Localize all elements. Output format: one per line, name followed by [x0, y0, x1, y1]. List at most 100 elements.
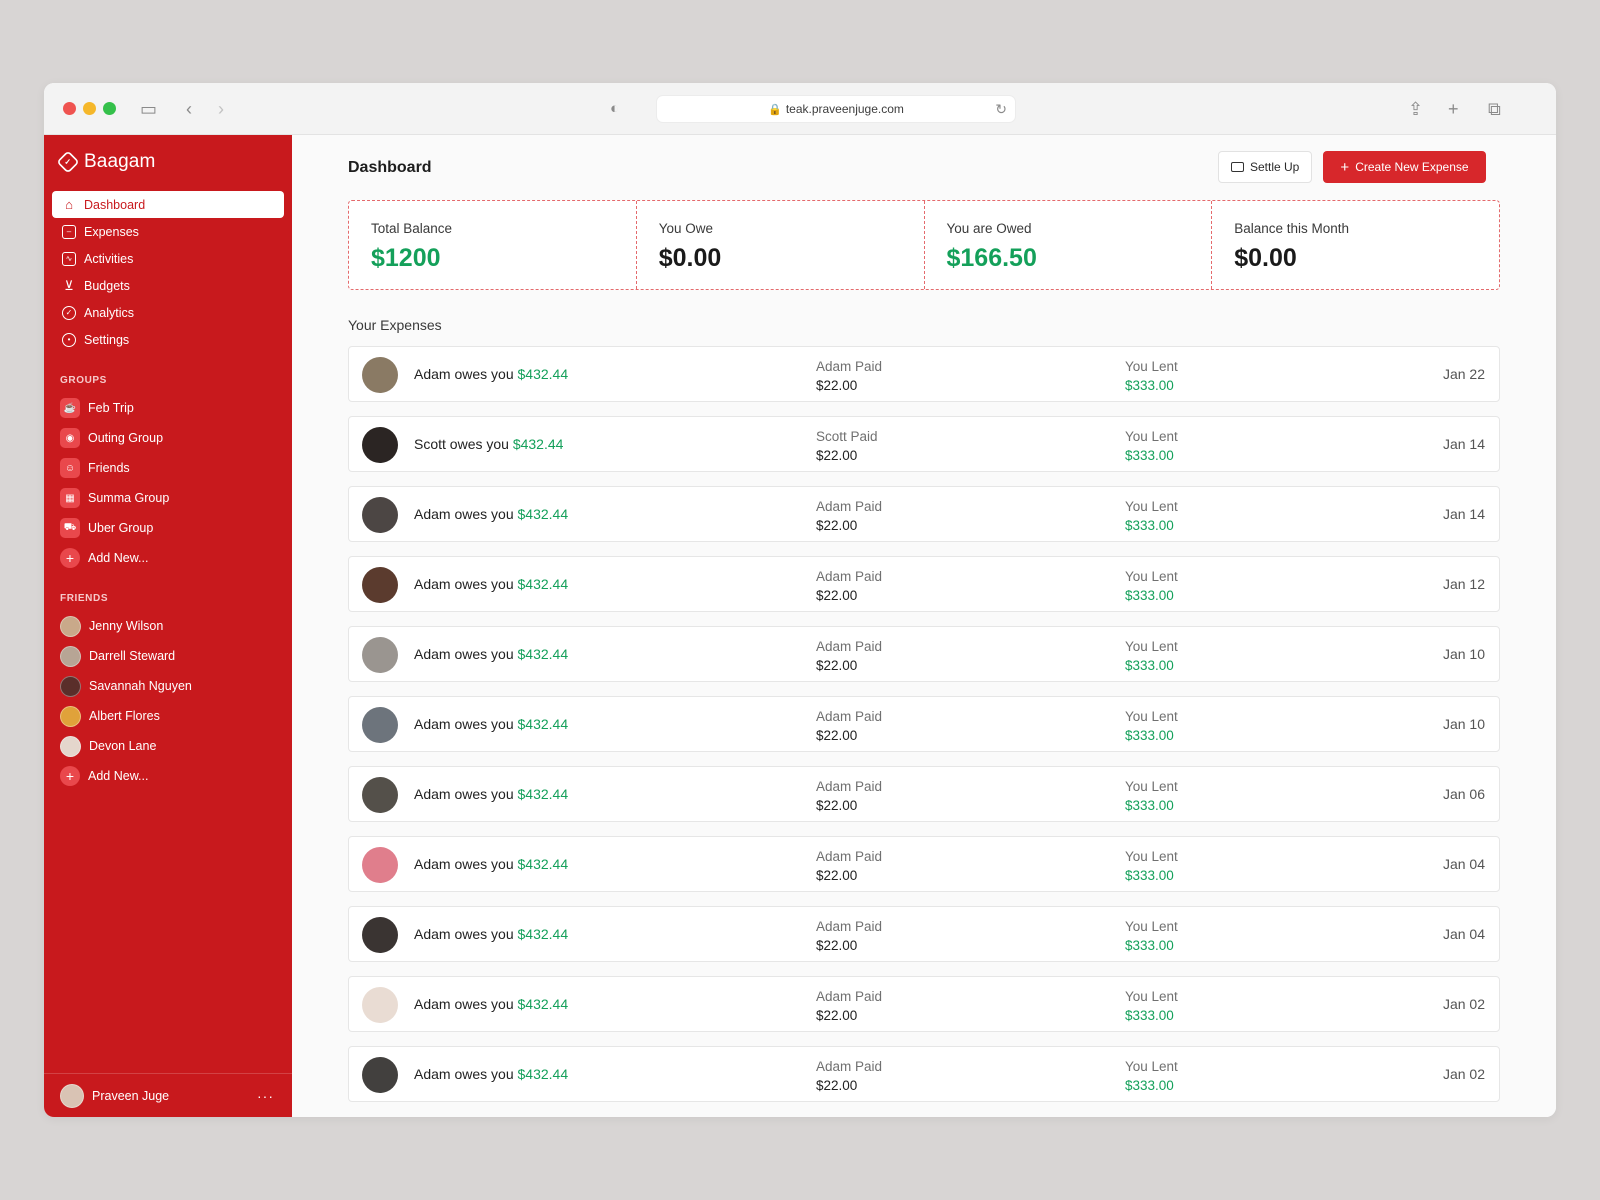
expense-date: Jan 10: [1442, 716, 1485, 732]
expense-row[interactable]: Adam owes you $432.44 Adam Paid $22.00 Yo…: [348, 486, 1500, 542]
lent-value: $333.00: [1125, 798, 1174, 813]
paid-value: $22.00: [816, 1078, 858, 1093]
expense-lent: You Lent $333.00: [1125, 497, 1178, 535]
nav-item-settings[interactable]: • Settings: [52, 326, 284, 353]
paid-value: $22.00: [816, 378, 858, 393]
group-item-summa-group[interactable]: ▦ Summa Group: [60, 483, 284, 513]
tabs-overview-icon[interactable]: ⧉: [1488, 99, 1501, 119]
expense-row[interactable]: Adam owes you $432.44 Adam Paid $22.00 Yo…: [348, 836, 1500, 892]
card-icon: –: [62, 224, 76, 239]
lent-label: You Lent: [1125, 639, 1178, 654]
minimize-window-button[interactable]: [83, 102, 96, 115]
expense-row[interactable]: Scott owes you $432.44 Scott Paid $22.00 …: [348, 416, 1500, 472]
shield-icon[interactable]: ◐: [610, 100, 620, 117]
lent-label: You Lent: [1125, 1059, 1178, 1074]
expense-paid: Adam Paid $22.00: [816, 847, 882, 885]
plus-icon: +: [60, 548, 80, 568]
nav-item-analytics[interactable]: ✓ Analytics: [52, 299, 284, 326]
add-friend-button[interactable]: + Add New...: [60, 761, 284, 791]
forward-icon[interactable]: ›: [218, 99, 224, 119]
lent-value: $333.00: [1125, 378, 1174, 393]
expense-title: Scott owes you $432.44: [414, 436, 563, 452]
expense-title: Adam owes you $432.44: [414, 786, 568, 802]
maximize-window-button[interactable]: [103, 102, 116, 115]
paid-label: Adam Paid: [816, 569, 883, 584]
group-label: Outing Group: [88, 431, 164, 445]
reload-icon[interactable]: ↻: [995, 101, 1007, 117]
expense-row[interactable]: Adam owes you $432.44 Adam Paid $22.00 Yo…: [348, 696, 1500, 752]
group-label: Uber Group: [88, 521, 154, 535]
nav-item-label: Analytics: [84, 305, 135, 320]
friend-item-jenny-wilson[interactable]: Jenny Wilson: [60, 611, 284, 641]
brand-name: Baagam: [84, 151, 156, 172]
group-item-uber-group[interactable]: ⛟ Uber Group: [60, 513, 284, 543]
nav-item-expenses[interactable]: – Expenses: [52, 218, 284, 245]
plus-icon: +: [1340, 158, 1350, 176]
expense-row[interactable]: Adam owes you $432.44 Adam Paid $22.00 Yo…: [348, 626, 1500, 682]
expense-paid: Scott Paid $22.00: [816, 427, 878, 465]
lent-value: $333.00: [1125, 938, 1174, 953]
more-options-icon[interactable]: ···: [257, 1087, 274, 1104]
plus-icon: +: [60, 766, 80, 786]
settle-up-button[interactable]: Settle Up: [1218, 151, 1313, 183]
new-tab-icon[interactable]: +: [1448, 99, 1459, 119]
expense-row[interactable]: Adam owes you $432.44 Adam Paid $22.00 Yo…: [348, 906, 1500, 962]
expense-row[interactable]: Adam owes you $432.44 Adam Paid $22.00 Yo…: [348, 976, 1500, 1032]
expense-title: Adam owes you $432.44: [414, 856, 568, 872]
expense-row[interactable]: Adam owes you $432.44 Adam Paid $22.00 Yo…: [348, 1046, 1500, 1102]
expense-name: Adam owes you: [414, 646, 514, 662]
friend-item-devon-lane[interactable]: Devon Lane: [60, 731, 284, 761]
close-window-button[interactable]: [63, 102, 76, 115]
expense-name: Adam owes you: [414, 786, 514, 802]
expense-title: Adam owes you $432.44: [414, 1066, 568, 1082]
expense-paid: Adam Paid $22.00: [816, 637, 882, 675]
expense-row[interactable]: Adam owes you $432.44 Adam Paid $22.00 Yo…: [348, 766, 1500, 822]
expense-lent: You Lent $333.00: [1125, 427, 1178, 465]
group-label: Summa Group: [88, 491, 170, 505]
friend-item-albert-flores[interactable]: Albert Flores: [60, 701, 284, 731]
brand[interactable]: ✓ Baagam: [56, 150, 156, 174]
lent-label: You Lent: [1125, 569, 1178, 584]
paid-label: Adam Paid: [816, 709, 883, 724]
expense-name: Scott owes you: [414, 436, 509, 452]
settle-up-label: Settle Up: [1250, 160, 1300, 174]
paid-label: Adam Paid: [816, 989, 883, 1004]
create-expense-button[interactable]: + Create New Expense: [1323, 151, 1486, 183]
nav-item-dashboard[interactable]: ⌂ Dashboard: [52, 191, 284, 218]
lent-label: You Lent: [1125, 849, 1178, 864]
group-item-friends[interactable]: ☺ Friends: [60, 453, 284, 483]
sidebar-toggle-icon[interactable]: ▭: [140, 99, 158, 119]
stat-label: Total Balance: [371, 221, 453, 236]
expense-row[interactable]: Adam owes you $432.44 Adam Paid $22.00 Yo…: [348, 556, 1500, 612]
share-icon[interactable]: ⇪: [1408, 99, 1424, 119]
expense-paid: Adam Paid $22.00: [816, 707, 882, 745]
expense-lent: You Lent $333.00: [1125, 357, 1178, 395]
stat-label: You are Owed: [946, 221, 1032, 236]
lent-value: $333.00: [1125, 518, 1174, 533]
lent-value: $333.00: [1125, 868, 1174, 883]
address-bar[interactable]: 🔒 teak.praveenjuge.com ↻: [656, 95, 1016, 123]
expense-amount: $432.44: [517, 786, 569, 802]
nav-item-budgets[interactable]: ⊻ Budgets: [52, 272, 284, 299]
expense-date: Jan 22: [1442, 366, 1485, 382]
groups-heading: GROUPS: [60, 375, 107, 386]
add-group-button[interactable]: + Add New...: [60, 543, 284, 573]
expense-lent: You Lent $333.00: [1125, 1057, 1178, 1095]
back-icon[interactable]: ‹: [186, 99, 192, 119]
avatar: [362, 357, 398, 393]
stat-total-balance: Total Balance $1200: [349, 201, 637, 289]
friend-label: Jenny Wilson: [89, 619, 164, 633]
expense-paid: Adam Paid $22.00: [816, 987, 882, 1025]
expense-row[interactable]: Adam owes you $432.44 Adam Paid $22.00 Yo…: [348, 346, 1500, 402]
expense-date: Jan 04: [1442, 856, 1485, 872]
expense-title: Adam owes you $432.44: [414, 646, 568, 662]
avatar: [362, 497, 398, 533]
user-profile[interactable]: Praveen Juge ···: [44, 1073, 292, 1117]
friend-item-darrell-steward[interactable]: Darrell Steward: [60, 641, 284, 671]
avatar: [60, 675, 81, 697]
group-item-feb-trip[interactable]: ☕ Feb Trip: [60, 393, 284, 423]
friend-item-savannah-nguyen[interactable]: Savannah Nguyen: [60, 671, 284, 701]
paid-value: $22.00: [816, 938, 858, 953]
group-item-outing-group[interactable]: ◉ Outing Group: [60, 423, 284, 453]
nav-item-activities[interactable]: ∿ Activities: [52, 245, 284, 272]
